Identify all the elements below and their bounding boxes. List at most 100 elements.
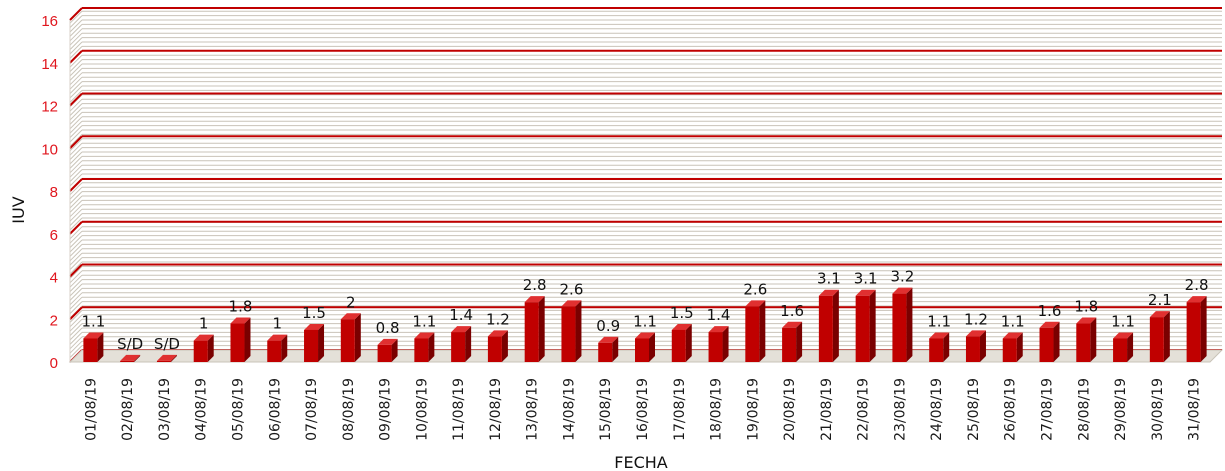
bar-top	[671, 323, 692, 330]
bar-top	[83, 332, 104, 339]
bar-front	[487, 336, 502, 362]
hatch-line-side	[69, 41, 83, 55]
bar	[965, 330, 986, 362]
data-label: 2	[346, 293, 356, 311]
major-gridline-side	[69, 92, 83, 107]
bar-side	[1200, 296, 1207, 362]
data-label: 1.4	[707, 306, 731, 324]
hatch-line-side	[69, 173, 83, 187]
x-tick-label: 05/08/19	[230, 378, 246, 441]
y-tick-label: 8	[50, 184, 58, 201]
bar-top	[1113, 332, 1134, 339]
data-label: 1.1	[81, 312, 105, 330]
data-label: 0.9	[596, 317, 620, 335]
hatch-line-side	[69, 345, 83, 358]
bar-top	[745, 300, 766, 307]
hatch-line-side	[69, 296, 83, 310]
bar-front	[855, 295, 870, 362]
bar-top	[340, 313, 361, 320]
data-label: 1.2	[964, 310, 988, 328]
bar-side	[281, 334, 288, 362]
bar-front	[1039, 327, 1054, 362]
bar	[267, 334, 288, 362]
x-tick-label: 19/08/19	[745, 378, 761, 441]
data-label: 1.6	[1038, 302, 1062, 320]
bar-top	[635, 332, 655, 339]
hatch-line-side	[69, 134, 83, 147]
data-label: 2.8	[1185, 276, 1209, 294]
data-label: 1.8	[229, 298, 253, 316]
x-axis-title: FECHA	[614, 453, 668, 471]
bar	[635, 332, 655, 362]
hatch-line-side	[69, 292, 83, 306]
hatch-line-side	[69, 90, 83, 103]
data-label: 1.8	[1074, 298, 1098, 316]
data-label: 2.1	[1148, 291, 1172, 309]
bar-top	[267, 334, 288, 341]
x-tick-label: 14/08/19	[561, 378, 577, 441]
data-label: 1	[272, 315, 282, 333]
data-label: 1.6	[780, 302, 804, 320]
bar-side	[979, 330, 986, 362]
bar-front	[267, 340, 282, 362]
bar-top	[855, 289, 876, 296]
bar-top	[377, 338, 398, 345]
hatch-line-side	[69, 169, 83, 182]
x-tick-label: 29/08/19	[1113, 378, 1129, 441]
x-tick-label: 11/08/19	[451, 378, 467, 441]
x-tick-label: 08/08/19	[341, 378, 357, 441]
x-tick-label: 21/08/19	[819, 378, 835, 441]
bar-front	[708, 332, 723, 362]
bar	[414, 332, 435, 362]
hatch-line-side	[69, 186, 83, 200]
hatch-line-side	[69, 266, 83, 279]
bar-side	[134, 354, 141, 362]
bar-front	[414, 338, 429, 362]
hatch-line-side	[69, 270, 83, 284]
major-gridline-side	[69, 263, 83, 278]
bar	[1186, 296, 1207, 362]
bar	[304, 323, 325, 362]
bar-top	[414, 332, 435, 339]
hatch-line-side	[69, 63, 83, 77]
bar-front	[1002, 338, 1017, 362]
data-label: 2.6	[743, 280, 767, 298]
bar-side	[1127, 332, 1134, 362]
x-tick-label: 06/08/19	[267, 378, 283, 441]
bar-top	[708, 326, 729, 333]
bar	[451, 326, 472, 362]
hatch-line-side	[69, 46, 83, 59]
x-tick-label: 13/08/19	[525, 378, 541, 441]
bar	[929, 332, 950, 362]
hatch-line-side	[69, 327, 83, 341]
hatch-line-side	[69, 318, 83, 332]
bar-top	[120, 354, 141, 361]
bar-top	[818, 289, 839, 296]
bar-side	[465, 326, 472, 362]
hatch-line-side	[69, 32, 83, 46]
bar-top	[304, 323, 325, 330]
hatch-line-side	[69, 257, 83, 270]
x-tick-label: 27/08/19	[1040, 378, 1056, 441]
x-tick-labels: 01/08/19 02/08/19 03/08/19 04/08/19 05/08/19…	[83, 378, 1202, 441]
bar-top	[156, 354, 177, 361]
bar-side	[649, 332, 655, 362]
x-tick-label: 09/08/19	[378, 378, 394, 441]
y-tick-label: 0	[50, 355, 58, 372]
hatch-line-side	[69, 72, 83, 86]
major-gridline-side	[69, 178, 83, 192]
data-label: 1.2	[486, 310, 510, 328]
data-label: 1.4	[449, 306, 473, 324]
x-tick-label: 16/08/19	[635, 378, 651, 441]
hatch-line-side	[69, 332, 83, 345]
bars	[83, 287, 1207, 362]
x-tick-label: 12/08/19	[488, 378, 504, 441]
bar-front	[1113, 338, 1128, 362]
bar-side	[538, 296, 545, 362]
hatch-line-side	[69, 213, 83, 226]
y-axis-title: IUV	[9, 196, 28, 223]
hatch-line-side	[69, 37, 83, 50]
data-label: 1	[199, 315, 209, 333]
bar-front	[1149, 317, 1164, 362]
